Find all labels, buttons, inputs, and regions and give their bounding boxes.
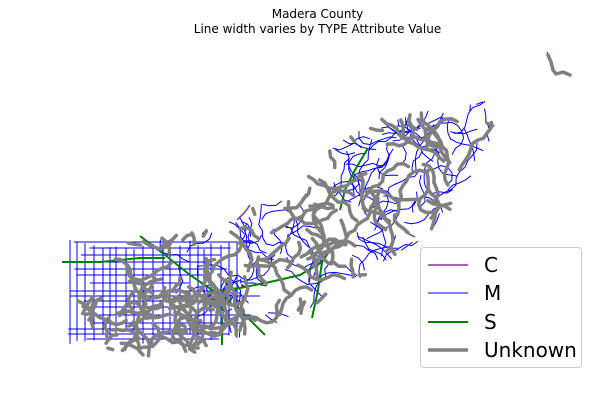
highway-s-branch (311, 261, 323, 319)
road-unknown-main (119, 111, 495, 358)
road-c-1 (236, 204, 251, 221)
legend-label-unknown: Unknown (484, 338, 577, 362)
road-unknown-ne-fragment (546, 53, 572, 77)
legend-item-c: C (421, 251, 581, 279)
legend-item-m: M (421, 279, 581, 307)
legend-item-s: S (421, 308, 581, 336)
legend-swatch-s (428, 321, 468, 323)
map-subtitle: Line width varies by TYPE Attribute Valu… (193, 22, 442, 36)
legend-swatch-unknown (428, 348, 468, 352)
highway-s-north (339, 147, 369, 211)
legend-swatch-c (428, 264, 468, 266)
legend-label-c: C (484, 253, 498, 277)
legend-swatch-m (428, 292, 468, 294)
map-title: Madera County (271, 7, 364, 21)
road-layer-unknown (76, 53, 572, 358)
map-legend: C M S Unknown (420, 247, 582, 368)
legend-item-unknown: Unknown (421, 336, 581, 364)
legend-label-s: S (484, 310, 497, 334)
legend-label-m: M (484, 281, 502, 305)
road-unknown-south (76, 257, 241, 354)
